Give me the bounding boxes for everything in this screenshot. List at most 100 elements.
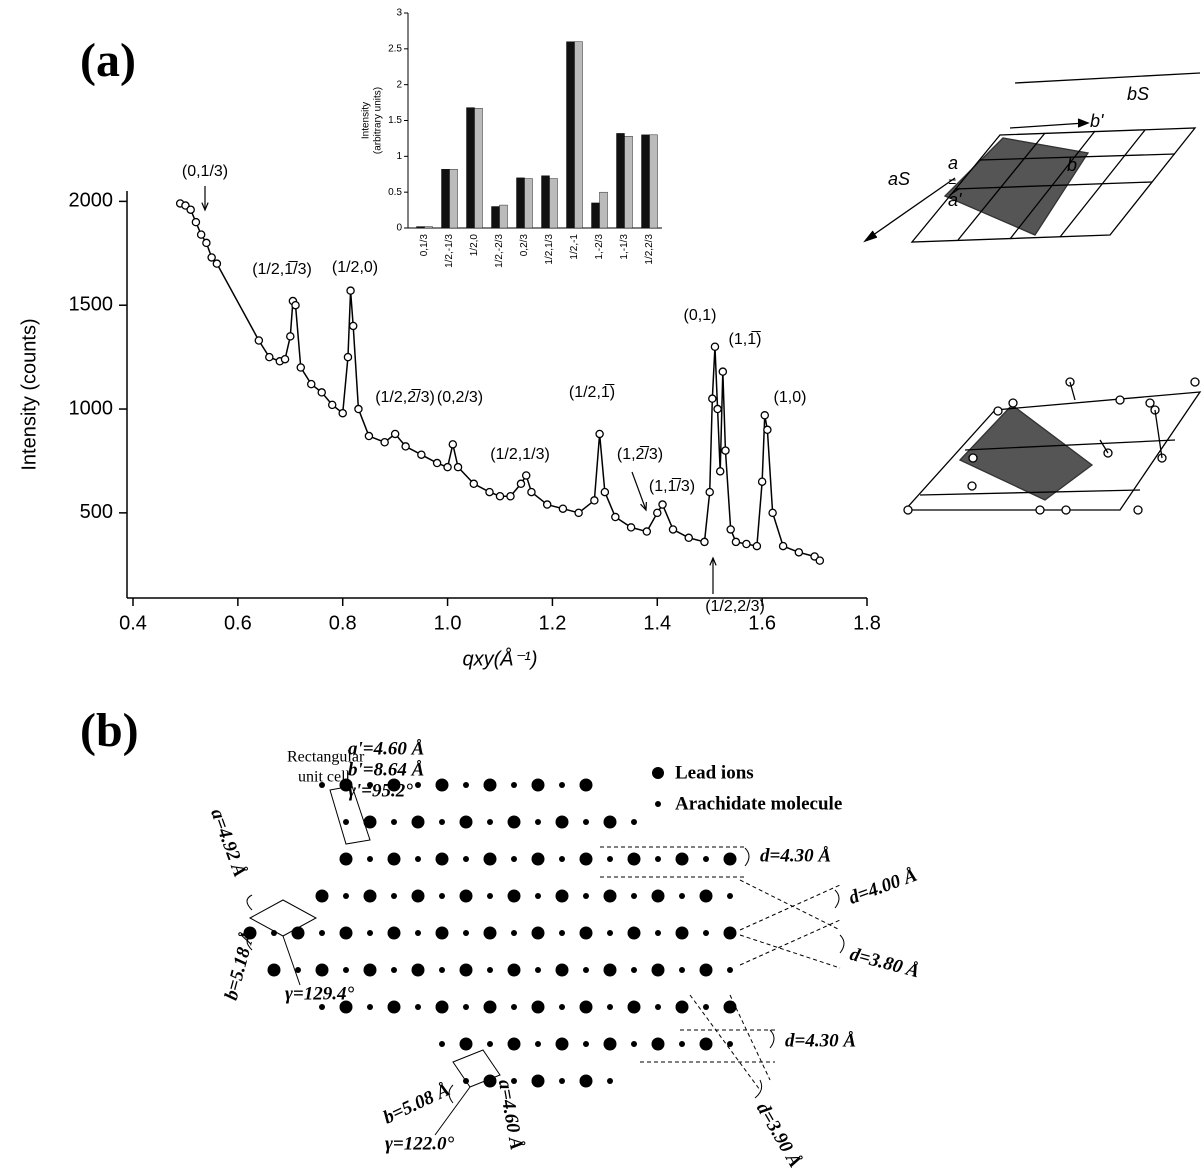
bar <box>424 226 433 229</box>
panel-b: Rectangular unit cell a'=4.60 Å b'=8.64 … <box>206 738 921 1168</box>
arachidate-molecule <box>415 856 421 862</box>
lead-ion <box>603 963 617 977</box>
data-point <box>207 253 216 262</box>
lead-ion <box>459 815 473 829</box>
data-point <box>815 556 825 565</box>
lead-ion <box>531 1074 545 1088</box>
arachidate-molecule <box>415 1004 421 1010</box>
data-point <box>338 408 347 418</box>
x-tick-label: 1,-1/3 <box>619 234 630 260</box>
x-tick-label: 1.8 <box>853 612 881 634</box>
data-point <box>191 217 201 227</box>
data-point <box>611 512 620 522</box>
spacing-label: d=4.30 Å <box>785 1030 856 1051</box>
arrow-head <box>201 202 209 212</box>
lead-ion <box>483 1074 497 1088</box>
arachidate-molecule <box>391 967 397 973</box>
arachidate-molecule <box>343 893 349 899</box>
data-point <box>348 321 358 331</box>
data-point <box>265 352 274 362</box>
lead-ion <box>411 889 425 903</box>
peak-label: (1/2,1̅) <box>569 383 615 401</box>
arachidate-molecule <box>367 856 373 862</box>
lead-ion <box>459 963 473 977</box>
bar <box>416 226 425 229</box>
lead-ion <box>339 1000 353 1014</box>
lattice-label: a <box>948 153 958 173</box>
y-axis-label: Intensity <box>361 102 372 139</box>
bar <box>616 133 625 229</box>
data-point <box>721 446 730 455</box>
bar <box>566 41 575 229</box>
lead-ion <box>579 1000 593 1014</box>
lattice-label: = <box>948 174 956 190</box>
data-point <box>760 411 770 420</box>
unit-cell-label: unit cell <box>298 769 351 786</box>
lead-ion <box>363 815 377 829</box>
y-axis-label: Intensity (counts) <box>18 318 40 470</box>
arachidate-molecule <box>535 893 541 899</box>
lead-ion <box>387 852 401 866</box>
bar <box>599 191 608 229</box>
y-axis-label: (arbitrary units) <box>373 87 384 154</box>
arachidate-molecule <box>463 1004 469 1010</box>
lead-ion <box>651 963 665 977</box>
panel-label: (b) <box>80 704 139 757</box>
arachidate-molecule <box>559 782 565 788</box>
arachidate-molecule <box>583 967 589 973</box>
arachidate-molecule <box>343 819 349 825</box>
arachidate-molecule <box>703 856 709 862</box>
lattice-label: bS <box>1127 84 1149 104</box>
spacing-label: d=3.80 Å <box>848 944 922 983</box>
data-point <box>327 400 337 410</box>
peak-label: (1,1̅) <box>729 330 762 348</box>
data-point <box>317 388 326 397</box>
lead-ion <box>675 1000 689 1014</box>
data-point <box>280 354 290 364</box>
lead-ion <box>435 778 449 792</box>
legend-label: Lead ions <box>675 762 754 783</box>
data-point <box>296 363 306 372</box>
data-point <box>186 205 195 214</box>
y-tick-label: 2.5 <box>388 43 402 54</box>
lattice-diagram <box>863 72 1202 515</box>
arachidate-molecule <box>367 782 373 788</box>
y-tick-label: 2 <box>396 79 402 90</box>
lead-ion <box>675 926 689 940</box>
x-tick-label: 1.0 <box>434 612 462 634</box>
lead-ion <box>315 963 329 977</box>
data-point <box>763 425 772 435</box>
lead-ion <box>603 889 617 903</box>
arachidate-molecule <box>439 819 445 825</box>
data-point <box>710 342 720 351</box>
bar <box>641 134 650 229</box>
lead-ion <box>387 778 401 792</box>
x-tick-label: 1/2,2/3 <box>644 234 655 265</box>
data-point <box>469 479 479 489</box>
arachidate-molecule <box>583 1041 589 1047</box>
data-point <box>346 286 355 295</box>
lead-ion <box>507 889 521 903</box>
peak-label: (1,0) <box>774 389 807 406</box>
data-point <box>380 438 389 447</box>
data-point <box>291 300 300 310</box>
lattice-label: b' <box>1090 111 1104 131</box>
cell-label: b=5.08 Å <box>380 1079 453 1128</box>
data-point <box>668 525 678 534</box>
unit-cell-label: Rectangular <box>287 749 365 766</box>
arachidate-molecule <box>703 930 709 936</box>
lead-ion <box>411 815 425 829</box>
cell-label: b=5.18 Å <box>221 928 260 1002</box>
data-point <box>590 496 599 505</box>
x-tick-label: 1/2,-2/3 <box>494 234 505 268</box>
lead-ion <box>723 926 737 940</box>
x-tick-label: 1,-2/3 <box>594 234 605 260</box>
lead-ion <box>483 926 497 940</box>
data-point <box>700 537 709 547</box>
cell-param: b'=8.64 Å <box>348 759 424 780</box>
x-tick-label: 1.6 <box>748 612 776 634</box>
y-tick-label: 1 <box>396 151 402 162</box>
bar <box>516 177 525 229</box>
peak-label: (0,2/3) <box>437 389 483 406</box>
arachidate-molecule <box>343 967 349 973</box>
